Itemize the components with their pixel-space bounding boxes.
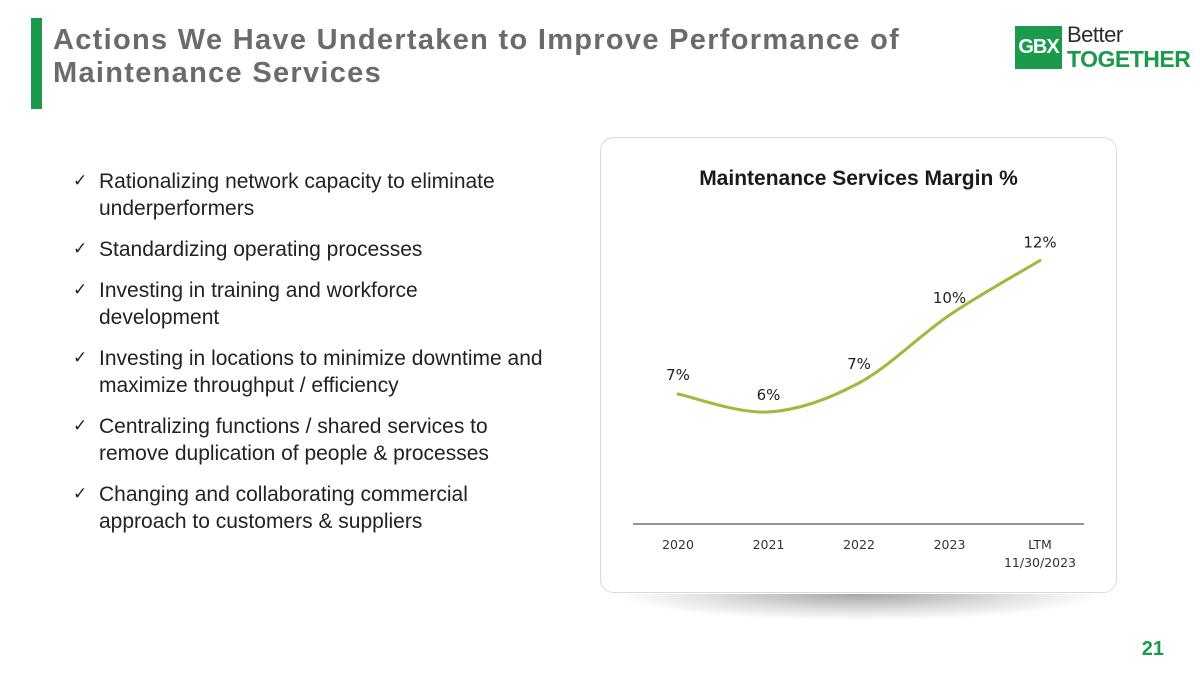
x-tick-label: 2023 <box>934 537 966 552</box>
page-title: Actions We Have Undertaken to Improve Pe… <box>53 24 901 89</box>
check-icon: ✓ <box>73 484 88 504</box>
bullet-text: Centralizing functions / shared services… <box>99 415 489 465</box>
bullet-text: Changing and collaborating commercial ap… <box>99 483 468 533</box>
x-tick-label: LTM 11/30/2023 <box>1004 537 1076 570</box>
list-item: ✓ Investing in locations to minimize down… <box>73 345 543 399</box>
logo-line2: TOGETHER <box>1067 46 1191 72</box>
list-item: ✓ Investing in training and workforce dev… <box>73 277 543 331</box>
margin-line-chart: 7% 6% 7% 10% 12% 2020 2021 2022 2023 LTM 11/30/202… <box>633 234 1084 570</box>
bullet-text: Investing in locations to minimize downt… <box>99 347 543 397</box>
chart-title: Maintenance Services Margin % <box>699 167 1018 190</box>
x-tick-label: 2022 <box>843 537 875 552</box>
x-tick-label: 2021 <box>753 537 785 552</box>
x-tick-label: 2020 <box>662 537 694 552</box>
data-label: 6% <box>757 386 781 404</box>
check-icon: ✓ <box>73 280 88 300</box>
list-item: ✓ Standardizing operating processes <box>73 236 543 263</box>
title-accent-bar <box>31 18 42 109</box>
series-line <box>676 259 1042 414</box>
logo-mark: GBX <box>1015 26 1062 69</box>
logo-line1: Better <box>1067 22 1123 47</box>
gbx-logo: GBX Better TOGETHER <box>1015 22 1191 72</box>
list-item: ✓ Rationalizing network capacity to elimi… <box>73 168 543 222</box>
check-icon: ✓ <box>73 171 88 191</box>
bullet-text: Standardizing operating processes <box>99 238 423 261</box>
bullet-text: Investing in training and workforce deve… <box>99 279 418 329</box>
action-list: ✓ Rationalizing network capacity to elimi… <box>73 168 543 549</box>
check-icon: ✓ <box>73 239 88 259</box>
chart-card <box>600 137 1117 593</box>
bullet-text: Rationalizing network capacity to elimin… <box>99 170 495 220</box>
data-label: 7% <box>847 355 871 373</box>
list-item: ✓ Changing and collaborating commercial a… <box>73 481 543 535</box>
check-icon: ✓ <box>73 348 88 368</box>
page-number: 21 <box>1141 638 1164 660</box>
chart-shadow <box>620 594 1100 620</box>
data-label: 7% <box>666 366 690 384</box>
check-icon: ✓ <box>73 416 88 436</box>
data-label: 12% <box>1023 234 1056 252</box>
list-item: ✓ Centralizing functions / shared service… <box>73 413 543 467</box>
data-label: 10% <box>933 289 966 307</box>
